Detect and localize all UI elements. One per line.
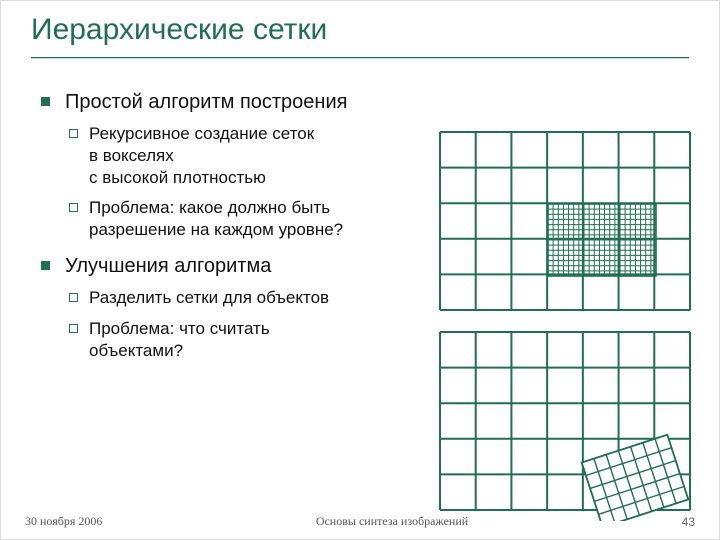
bullet-2-2-line2: объектами? xyxy=(89,341,183,360)
figure-grid-bottom xyxy=(439,331,691,521)
bullet-1-1-line3: с высокой плотностью xyxy=(89,168,266,187)
bullet-1-2-line2: разрешение на каждом уровне? xyxy=(89,220,343,239)
bullet-1-2-line1: Проблема: какое должно быть xyxy=(89,198,330,217)
bullet-1-1-line1: Рекурсивное создание сеток xyxy=(89,124,314,143)
footer-pageno: 43 xyxy=(682,515,695,529)
footer-center: Основы синтеза изображений xyxy=(102,514,681,529)
figure-grid-top xyxy=(439,131,691,311)
footer: 30 ноября 2006 Основы синтеза изображени… xyxy=(1,514,719,529)
slide-title: Иерархические сетки xyxy=(31,13,689,47)
bullet-1-label: Простой алгоритм построения xyxy=(65,91,347,113)
bullet-2-2-line1: Проблема: что считать xyxy=(89,319,270,338)
footer-date: 30 ноября 2006 xyxy=(25,514,102,529)
bullet-2-1-text: Разделить сетки для объектов xyxy=(89,288,329,307)
bullet-2-label: Улучшения алгоритма xyxy=(65,255,271,277)
bullet-1-1-line2: в вокселях xyxy=(89,146,174,165)
